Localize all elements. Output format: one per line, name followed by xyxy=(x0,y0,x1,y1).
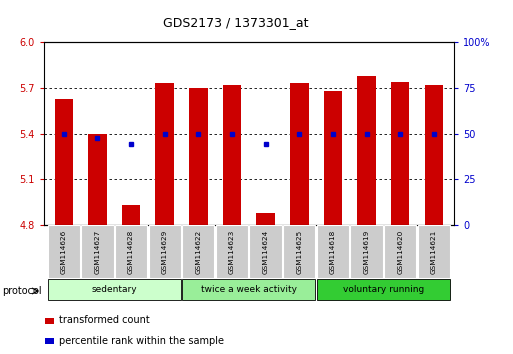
Text: GSM114627: GSM114627 xyxy=(94,229,101,274)
Text: GSM114621: GSM114621 xyxy=(431,229,437,274)
Bar xyxy=(48,279,181,301)
Bar xyxy=(357,76,376,225)
Bar xyxy=(384,225,417,278)
Bar xyxy=(149,225,181,278)
Text: GSM114625: GSM114625 xyxy=(297,229,302,274)
Bar xyxy=(182,279,315,301)
Bar xyxy=(317,279,450,301)
Text: GSM114624: GSM114624 xyxy=(263,229,269,274)
Bar xyxy=(391,82,409,225)
Bar xyxy=(216,225,248,278)
Text: voluntary running: voluntary running xyxy=(343,285,424,294)
Bar xyxy=(45,318,54,324)
Bar xyxy=(54,99,73,225)
Text: GSM114628: GSM114628 xyxy=(128,229,134,274)
Bar xyxy=(350,225,383,278)
Text: protocol: protocol xyxy=(3,286,42,296)
Bar xyxy=(249,225,282,278)
Bar xyxy=(223,85,241,225)
Bar xyxy=(81,225,113,278)
Text: GSM114619: GSM114619 xyxy=(364,229,369,274)
Bar xyxy=(48,225,80,278)
Text: percentile rank within the sample: percentile rank within the sample xyxy=(59,336,224,346)
Text: GDS2173 / 1373301_at: GDS2173 / 1373301_at xyxy=(163,16,309,29)
Text: twice a week activity: twice a week activity xyxy=(201,285,297,294)
Text: transformed count: transformed count xyxy=(59,315,150,325)
Bar xyxy=(324,91,342,225)
Text: sedentary: sedentary xyxy=(91,285,137,294)
Text: GSM114620: GSM114620 xyxy=(397,229,403,274)
Bar xyxy=(283,225,315,278)
Bar xyxy=(45,338,54,344)
Bar xyxy=(182,225,214,278)
Bar xyxy=(122,205,141,225)
Text: GSM114626: GSM114626 xyxy=(61,229,67,274)
Text: GSM114618: GSM114618 xyxy=(330,229,336,274)
Bar xyxy=(189,88,208,225)
Text: GSM114623: GSM114623 xyxy=(229,229,235,274)
Bar xyxy=(418,225,450,278)
Text: GSM114629: GSM114629 xyxy=(162,229,168,274)
Bar xyxy=(115,225,147,278)
Bar xyxy=(425,85,443,225)
Bar xyxy=(256,213,275,225)
Text: GSM114622: GSM114622 xyxy=(195,229,201,274)
Bar xyxy=(317,225,349,278)
Bar xyxy=(290,84,308,225)
Bar xyxy=(155,84,174,225)
Bar xyxy=(88,133,107,225)
